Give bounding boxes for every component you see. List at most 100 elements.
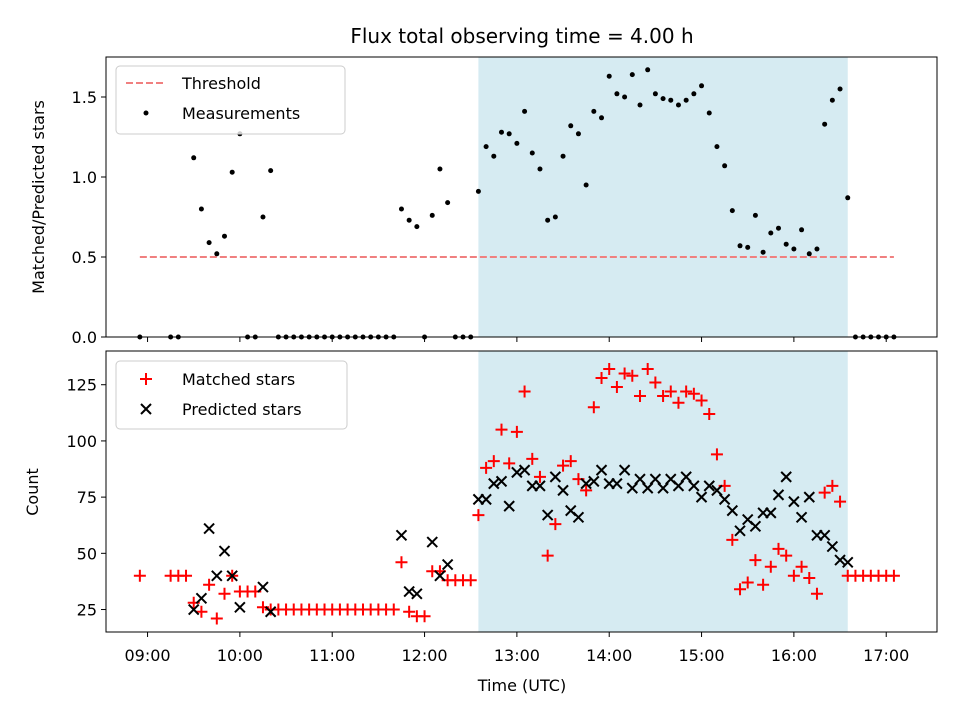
measurement-point (637, 102, 643, 108)
measurement-point (622, 94, 628, 100)
measurement-point (483, 144, 489, 150)
matched-point (626, 369, 639, 382)
measurement-point (683, 97, 689, 103)
measurement-point (660, 96, 666, 102)
measurement-point (575, 131, 581, 137)
measurement-point (560, 153, 566, 159)
y-tick-label: 125 (66, 376, 97, 395)
measurement-point (221, 233, 227, 239)
matched-point (757, 578, 770, 591)
matched-point (395, 556, 408, 569)
x-tick-label: 09:00 (124, 646, 170, 665)
matched-point (403, 605, 416, 618)
predicted-point (518, 464, 531, 476)
matched-legend-label: Matched stars (182, 370, 295, 389)
matched-point (495, 423, 508, 436)
matched-point (418, 610, 431, 623)
measurement-point (398, 206, 404, 212)
predicted-point (818, 529, 831, 542)
matched-point (680, 385, 693, 398)
predicted-point (734, 525, 746, 537)
measurement-point (260, 214, 266, 220)
predicted-point (534, 480, 546, 492)
x-tick-label: 12:00 (401, 646, 447, 665)
predicted-point (218, 545, 231, 557)
matched-point (672, 396, 685, 409)
measurement-point (552, 214, 558, 220)
y-tick-label: 1.5 (72, 88, 97, 107)
matched-point (510, 425, 523, 438)
matched-point (772, 542, 785, 555)
predicted-point (641, 482, 654, 494)
predicted-point (257, 581, 269, 593)
observing-window-band (478, 57, 848, 337)
top-panel: 0.0 0.5 1.0 1.5 (72, 56, 938, 347)
predicted-point (211, 570, 223, 582)
matched-point (472, 509, 485, 522)
predicted-point (657, 482, 669, 494)
matched-point (564, 455, 577, 468)
bottom-legend-box (115, 360, 348, 430)
predicted-point (480, 493, 492, 506)
measurement-point (437, 166, 443, 172)
measurement-point (537, 166, 543, 172)
predicted-point (703, 480, 715, 492)
measurement-point (837, 86, 843, 92)
matched-point (610, 380, 623, 393)
predicted-point (503, 500, 515, 512)
matched-point (726, 533, 739, 546)
top-y-axis-label: Matched/Predicted stars (29, 100, 48, 294)
measurement-point (691, 91, 697, 97)
matched-point (795, 560, 808, 573)
matched-point (587, 401, 600, 414)
measurement-point (522, 108, 528, 114)
x-axis-label: Time (UTC) (477, 676, 566, 695)
x-tick-label: 11:00 (309, 646, 355, 665)
predicted-point (634, 473, 646, 485)
x-tick-label: 16:00 (771, 646, 817, 665)
axes-frame (105, 56, 938, 338)
predicted-point (749, 520, 762, 533)
matched-point (580, 484, 593, 497)
measurement-point (729, 208, 735, 214)
matched-point (741, 576, 754, 589)
measurement-point (445, 200, 451, 206)
measurement-point (191, 155, 197, 161)
bottom-panel: 25 50 75 100 125 09:00 10:00 11:00 12:00 13:00 14:… (66, 350, 938, 665)
measurement-point (675, 102, 681, 108)
measurement-point (629, 72, 635, 78)
measurement-point (791, 246, 797, 252)
measurement-point (429, 212, 435, 218)
measurement-point (583, 182, 589, 188)
threshold-legend-label: Threshold (181, 74, 261, 93)
predicted-point (403, 585, 415, 598)
measurement-point (745, 244, 751, 250)
predicted-point (495, 475, 508, 488)
predicted-point (780, 471, 792, 483)
y-tick-label: 100 (66, 432, 97, 451)
measurement-point (599, 115, 605, 121)
matched-point (818, 486, 831, 499)
matched-point (764, 560, 777, 573)
y-tick-label: 75 (77, 488, 97, 507)
predicted-point (188, 603, 200, 616)
measurement-point (752, 212, 758, 218)
predicted-point (618, 464, 631, 476)
predicted-point (718, 493, 731, 506)
predicted-point (688, 480, 700, 492)
measurement-point (845, 195, 851, 201)
predicted-point (765, 507, 777, 519)
matched-point (210, 612, 223, 625)
matched-point (480, 461, 493, 474)
matched-point (533, 470, 546, 483)
matched-point (749, 554, 762, 567)
y-tick-label: 0.0 (72, 328, 97, 347)
measurement-point (614, 91, 620, 97)
x-tick-label: 17:00 (863, 646, 909, 665)
y-tick-label: 50 (77, 544, 97, 563)
predicted-point (226, 570, 238, 582)
measurement-point (214, 251, 220, 257)
x-tick-label: 13:00 (494, 646, 540, 665)
y-tick-label: 1.0 (72, 168, 97, 187)
measurement-point (806, 251, 812, 257)
